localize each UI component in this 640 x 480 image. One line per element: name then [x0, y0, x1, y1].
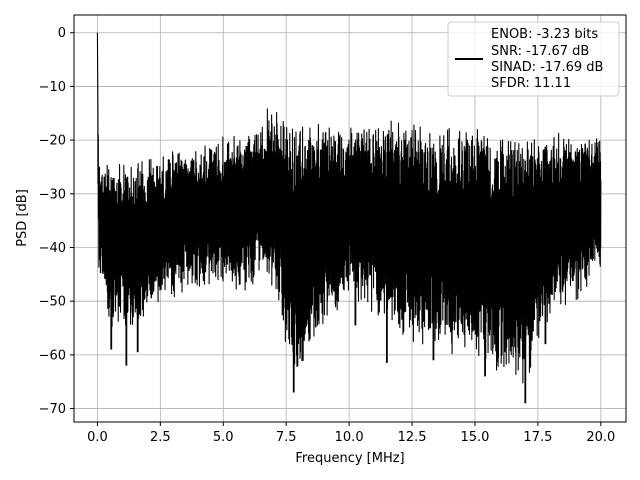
y-tick-label: −10: [39, 80, 66, 95]
legend-box: [447, 21, 620, 97]
x-tick-label: 10.0: [335, 430, 364, 445]
y-tick-label: −60: [39, 348, 66, 363]
x-tick-label: 17.5: [523, 430, 552, 445]
x-tick-label: 15.0: [460, 430, 489, 445]
y-tick-label: −20: [39, 134, 66, 149]
legend-enob: ENOB: -3.23 bits: [491, 27, 598, 42]
x-tick-label: 0.0: [87, 430, 108, 445]
x-axis-label: Frequency [MHz]: [295, 451, 404, 466]
plot-frame: [73, 14, 627, 423]
x-tick-label: 20.0: [586, 430, 615, 445]
axis-ticks: 0.0 2.5 5.0 7.5 10.0 12.5 15.0 17.5 20.0 0 −10 −20 −…: [39, 26, 616, 445]
y-tick-label: −30: [39, 187, 66, 202]
legend-snr: SNR: -17.67 dB: [491, 44, 589, 59]
y-tick-label: −40: [39, 241, 66, 256]
y-axis-label: PSD [dB]: [15, 189, 30, 247]
psd-series: [96, 32, 602, 404]
x-tick-label: 2.5: [150, 430, 171, 445]
x-tick-label: 7.5: [276, 430, 297, 445]
legend-sfdr: SFDR: 11.11: [491, 76, 571, 91]
y-tick-label: −70: [39, 402, 66, 417]
y-tick-label: −50: [39, 295, 66, 310]
psd-trace: [96, 32, 602, 384]
legend-sinad: SINAD: -17.69 dB: [491, 60, 603, 75]
y-tick-label: 0: [58, 26, 66, 41]
x-tick-label: 12.5: [398, 430, 427, 445]
legend: ENOB: -3.23 bits SNR: -17.67 dB SINAD: -…: [447, 21, 620, 97]
x-tick-label: 5.0: [213, 430, 234, 445]
